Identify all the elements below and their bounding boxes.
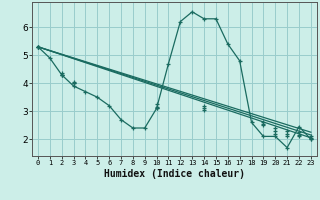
X-axis label: Humidex (Indice chaleur): Humidex (Indice chaleur) xyxy=(104,169,245,179)
